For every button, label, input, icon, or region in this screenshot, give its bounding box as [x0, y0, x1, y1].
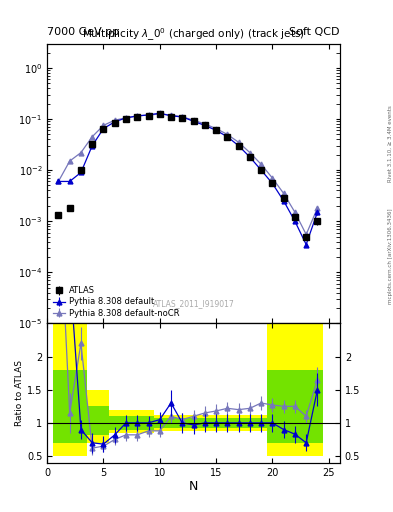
Text: Rivet 3.1.10, ≥ 3.4M events: Rivet 3.1.10, ≥ 3.4M events	[388, 105, 393, 182]
Text: ATLAS_2011_I919017: ATLAS_2011_I919017	[152, 300, 235, 308]
Text: Soft QCD: Soft QCD	[290, 27, 340, 37]
Y-axis label: Ratio to ATLAS: Ratio to ATLAS	[15, 360, 24, 426]
Text: mcplots.cern.ch [arXiv:1306.3436]: mcplots.cern.ch [arXiv:1306.3436]	[388, 208, 393, 304]
Title: Multiplicity $\lambda\_0^0$ (charged only) (track jets): Multiplicity $\lambda\_0^0$ (charged onl…	[82, 26, 305, 43]
Legend: ATLAS, Pythia 8.308 default, Pythia 8.308 default-noCR: ATLAS, Pythia 8.308 default, Pythia 8.30…	[51, 285, 181, 319]
Text: 7000 GeV pp: 7000 GeV pp	[47, 27, 119, 37]
X-axis label: N: N	[189, 480, 198, 493]
